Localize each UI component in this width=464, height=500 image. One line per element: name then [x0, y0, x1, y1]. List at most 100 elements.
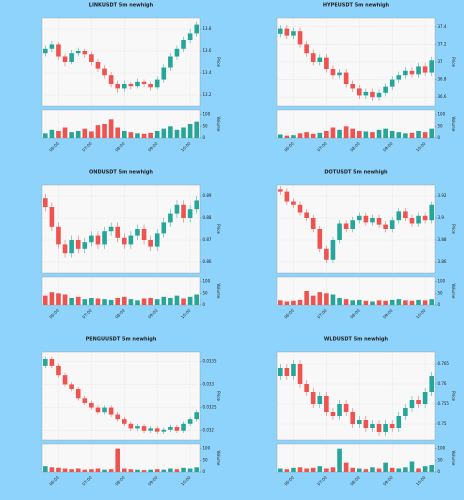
- candle-body: [291, 201, 296, 205]
- candle-body: [49, 44, 55, 49]
- candle-body: [277, 28, 283, 34]
- volume-bar: [383, 300, 388, 305]
- volume-bar: [330, 294, 336, 305]
- candle-body: [161, 67, 167, 80]
- volume-bar: [363, 300, 369, 305]
- volume-bar: [121, 131, 127, 138]
- volume-bar: [154, 299, 160, 305]
- volume-bar: [49, 467, 55, 472]
- y-tick-label: 13.8: [203, 26, 212, 31]
- x-tick-label: 09:00: [382, 308, 394, 320]
- candle-body: [370, 424, 375, 428]
- volume-bar: [396, 468, 402, 472]
- volume-bar: [181, 298, 186, 305]
- volume-bar: [108, 299, 114, 305]
- volume-tick-label: 50: [203, 123, 209, 128]
- y-axis-label: Price: [216, 224, 221, 234]
- x-tick-label: 08:00: [114, 308, 126, 320]
- candle-body: [356, 420, 362, 424]
- volume-bar: [291, 467, 296, 472]
- volume-tick-label: 100: [203, 112, 211, 117]
- price-plot: [276, 351, 436, 441]
- candle-body: [389, 220, 395, 229]
- candle-body: [89, 54, 94, 62]
- candle-body: [376, 424, 382, 432]
- candle-body: [102, 231, 107, 245]
- volume-bar: [396, 299, 402, 305]
- volume-bar: [75, 296, 81, 305]
- volume-tick-label: 0: [203, 135, 206, 140]
- volume-bar: [108, 119, 114, 138]
- volume-bar: [416, 131, 421, 138]
- candle-body: [284, 191, 290, 202]
- candle-body: [69, 240, 74, 254]
- y-tick-label: 0.0325: [203, 405, 217, 410]
- candle-body: [56, 226, 61, 245]
- candle-body: [115, 84, 121, 89]
- candle-body: [128, 235, 134, 245]
- volume-tick-label: 50: [203, 290, 209, 295]
- price-plot: [41, 184, 201, 274]
- y-tick-label: 13.4: [203, 70, 212, 75]
- candle-body: [187, 209, 193, 218]
- y-tick-label: 0.89: [203, 193, 212, 198]
- candle-body: [297, 31, 303, 45]
- candle-body: [363, 91, 369, 96]
- volume-bar: [95, 468, 101, 472]
- candle-body: [383, 86, 388, 93]
- candle-body: [396, 75, 402, 80]
- volume-bar: [82, 128, 88, 138]
- candle-body: [343, 404, 349, 412]
- volume-bar: [148, 469, 153, 472]
- volume-bar: [82, 299, 88, 305]
- y-tick-label: 37.4: [438, 24, 447, 29]
- volume-tick-label: 0: [203, 469, 206, 474]
- volume-bar: [135, 469, 140, 472]
- volume-bar: [350, 128, 356, 138]
- volume-bar: [62, 468, 68, 472]
- candle-body: [363, 215, 369, 223]
- y-axis-label: Price: [216, 391, 221, 401]
- volume-bar: [168, 468, 173, 472]
- candle-body: [148, 428, 153, 431]
- candle-body: [121, 84, 127, 89]
- volume-bar: [69, 298, 74, 305]
- candle-body: [350, 84, 356, 89]
- candle-body: [337, 404, 342, 416]
- volume-axis-label: Volume: [216, 451, 221, 466]
- candle-body: [330, 69, 336, 76]
- volume-bar: [317, 132, 323, 138]
- candle-body: [174, 427, 180, 431]
- volume-bar: [324, 293, 329, 305]
- candle-body: [376, 92, 382, 98]
- volume-bar: [350, 467, 356, 472]
- volume-bar: [317, 466, 323, 472]
- candle-body: [317, 229, 323, 249]
- volume-bar: [376, 129, 382, 138]
- volume-bar: [115, 448, 121, 472]
- volume-bar: [135, 300, 140, 305]
- candle-body: [277, 189, 283, 192]
- candle-body: [49, 207, 55, 227]
- candle-body: [187, 33, 193, 40]
- volume-bar: [416, 468, 421, 472]
- volume-bar: [148, 132, 153, 138]
- volume-bar: [330, 127, 336, 138]
- y-tick-label: 3.86: [438, 259, 447, 264]
- candle-body: [330, 240, 336, 260]
- y-tick-label: 37: [438, 59, 444, 64]
- candle-body: [277, 368, 283, 376]
- candle-body: [330, 412, 336, 416]
- volume-bar: [115, 298, 121, 305]
- candle-body: [403, 408, 408, 416]
- volume-bar: [330, 467, 336, 472]
- volume-bar: [310, 133, 316, 138]
- volume-bar: [297, 133, 303, 138]
- volume-bar: [62, 294, 68, 305]
- candle-body: [42, 48, 48, 54]
- candle-body: [422, 392, 428, 404]
- y-tick-label: 3.92: [438, 193, 447, 198]
- candle-body: [337, 223, 342, 240]
- candle-body: [284, 368, 290, 376]
- candle-body: [69, 53, 74, 62]
